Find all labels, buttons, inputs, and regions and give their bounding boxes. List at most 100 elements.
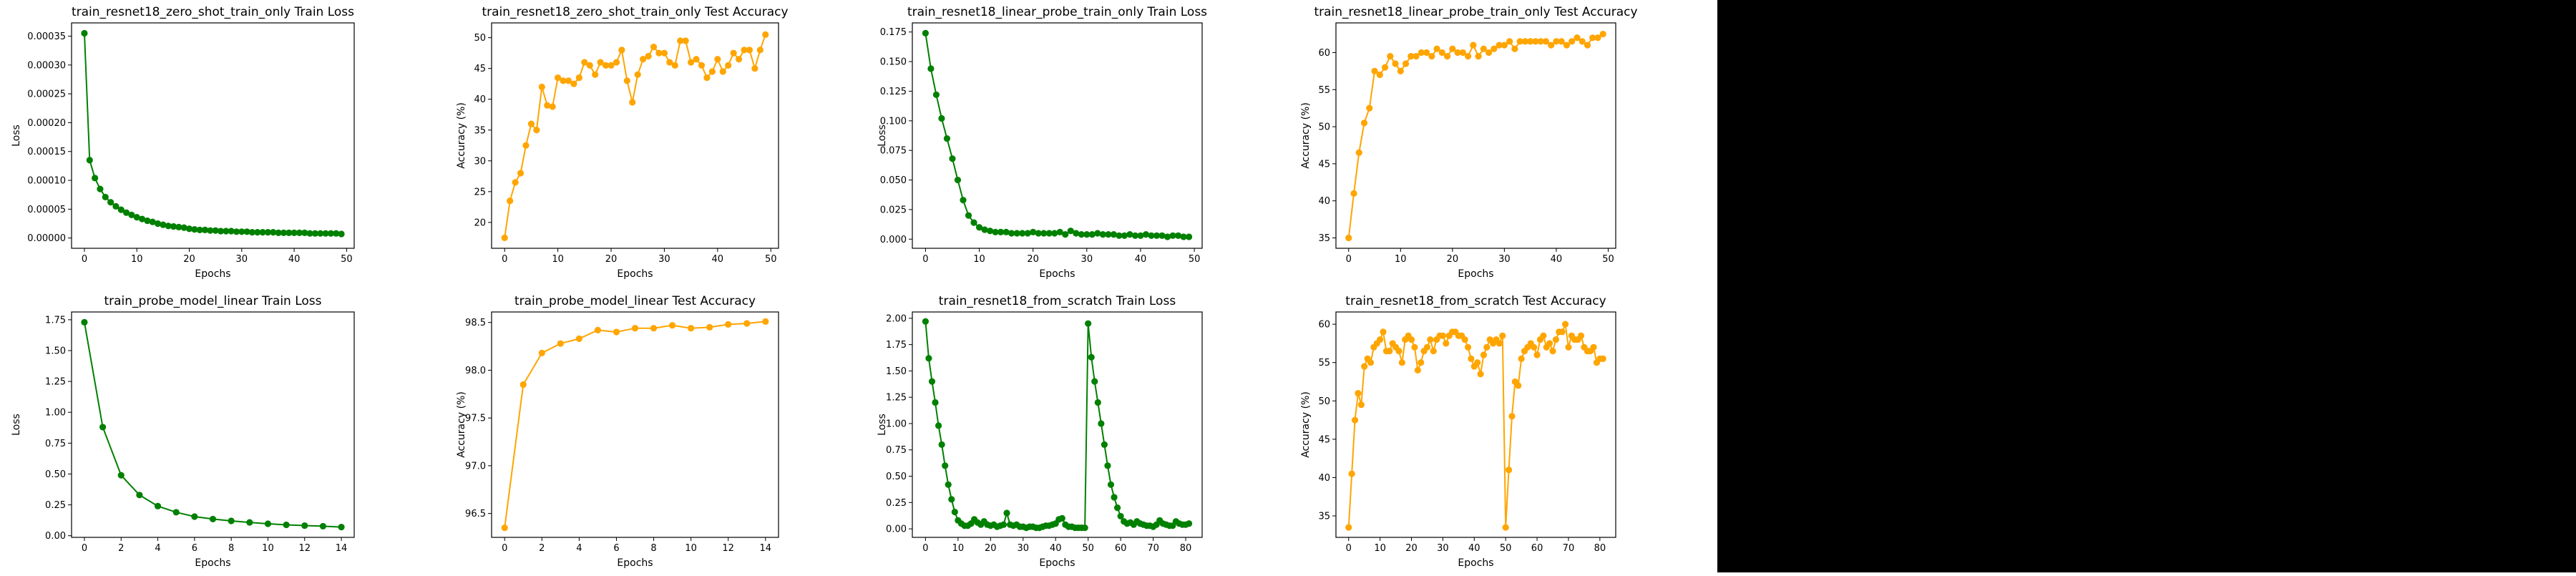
chart-panel-8: train_resnet18_from_scratch Test Accurac… xyxy=(1300,294,1616,569)
y-tick-label: 45 xyxy=(1318,434,1330,445)
x-tick-label: 2 xyxy=(118,543,124,554)
x-tick-label: 14 xyxy=(759,543,771,554)
data-point xyxy=(741,47,748,54)
data-point xyxy=(1590,343,1597,351)
plot-frame xyxy=(71,22,355,249)
x-tick-label: 2 xyxy=(539,543,545,554)
data-point xyxy=(730,49,737,57)
data-point xyxy=(1483,343,1491,351)
data-point xyxy=(1589,34,1596,42)
data-point xyxy=(154,220,162,228)
data-point xyxy=(751,65,758,72)
data-point xyxy=(1116,232,1123,239)
data-point xyxy=(228,517,235,524)
x-tick-label: 20 xyxy=(1405,543,1418,554)
data-point xyxy=(1003,509,1010,517)
y-tick-label: 40 xyxy=(1318,473,1330,484)
data-point xyxy=(1148,232,1155,239)
data-point xyxy=(1067,228,1074,235)
data-point xyxy=(1142,231,1150,238)
data-point xyxy=(81,29,88,37)
data-point xyxy=(1506,38,1513,45)
x-axis-label: Epochs xyxy=(1458,268,1493,280)
y-axis-label: Accuracy (%) xyxy=(456,391,467,458)
data-point xyxy=(1480,351,1488,358)
y-tick-label: 0.25 xyxy=(886,498,907,509)
data-point xyxy=(1126,231,1133,238)
data-point xyxy=(1045,230,1053,237)
data-point xyxy=(1548,42,1555,49)
data-point xyxy=(191,225,198,233)
plot-frame xyxy=(71,311,355,538)
series-line xyxy=(1347,33,1604,238)
data-point xyxy=(975,224,983,231)
data-point xyxy=(1380,328,1387,336)
x-tick-label: 0 xyxy=(82,543,87,554)
x-tick-label: 40 xyxy=(1551,254,1563,265)
y-axis-label: Accuracy (%) xyxy=(456,102,467,169)
data-point xyxy=(1552,336,1559,343)
data-point xyxy=(1105,231,1112,238)
data-point xyxy=(634,71,641,78)
data-point xyxy=(922,29,930,36)
data-point xyxy=(1345,234,1352,242)
y-tick-label: 55 xyxy=(1318,85,1330,96)
data-point xyxy=(149,218,156,225)
data-point xyxy=(1062,231,1069,238)
data-point xyxy=(698,62,706,69)
chart-panel-4: train_resnet18_linear_probe_train_only T… xyxy=(1300,5,1638,280)
data-point xyxy=(283,521,290,529)
y-tick-label: 45 xyxy=(1318,159,1330,170)
data-point xyxy=(138,215,146,223)
data-point xyxy=(128,211,135,219)
y-tick-label: 0.00035 xyxy=(27,31,66,42)
data-point xyxy=(1013,230,1020,237)
y-tick-label: 2.00 xyxy=(886,313,907,324)
y-tick-label: 40 xyxy=(474,94,486,105)
data-point xyxy=(1579,38,1586,45)
data-point xyxy=(1113,504,1121,512)
data-point xyxy=(1464,343,1472,351)
data-point xyxy=(1502,524,1509,531)
data-point xyxy=(191,513,198,520)
data-point xyxy=(725,321,732,328)
x-tick-label: 60 xyxy=(1115,543,1127,554)
data-point xyxy=(925,355,932,362)
data-point xyxy=(1508,413,1516,420)
data-point xyxy=(1413,53,1420,60)
data-point xyxy=(565,77,572,84)
x-axis-label: Epochs xyxy=(1039,268,1075,280)
data-point xyxy=(1381,64,1389,71)
plot-frame xyxy=(912,311,1203,538)
series-line xyxy=(83,322,342,528)
y-tick-label: 30 xyxy=(474,156,486,167)
data-point xyxy=(1355,149,1362,156)
data-point xyxy=(1537,38,1544,45)
data-point xyxy=(575,335,582,342)
data-point xyxy=(1386,348,1393,355)
data-point xyxy=(942,462,949,469)
x-tick-label: 10 xyxy=(1374,543,1386,554)
data-point xyxy=(1540,332,1547,339)
data-point xyxy=(1438,49,1445,57)
x-tick-label: 6 xyxy=(192,543,197,554)
data-point xyxy=(1351,416,1359,424)
data-point xyxy=(1531,343,1538,351)
data-point xyxy=(117,206,125,213)
x-tick-label: 20 xyxy=(1027,254,1039,265)
data-point xyxy=(165,223,172,230)
x-tick-label: 30 xyxy=(1081,254,1093,265)
y-tick-label: 0.125 xyxy=(880,87,907,97)
data-point xyxy=(1549,348,1556,355)
data-point xyxy=(725,62,732,69)
data-point xyxy=(1180,233,1187,240)
chart-panel-7: train_resnet18_from_scratch Train Loss 0 1… xyxy=(877,294,1203,569)
figure-canvas: train_resnet18_zero_shot_train_only Trai… xyxy=(11,5,1638,569)
data-point xyxy=(102,193,109,201)
y-axis-label: Loss xyxy=(11,125,22,147)
data-point xyxy=(1002,228,1010,235)
y-tick-label: 0.00030 xyxy=(27,60,66,71)
data-point xyxy=(1387,53,1394,60)
y-tick-label: 60 xyxy=(1318,48,1330,59)
data-point xyxy=(1568,38,1576,45)
